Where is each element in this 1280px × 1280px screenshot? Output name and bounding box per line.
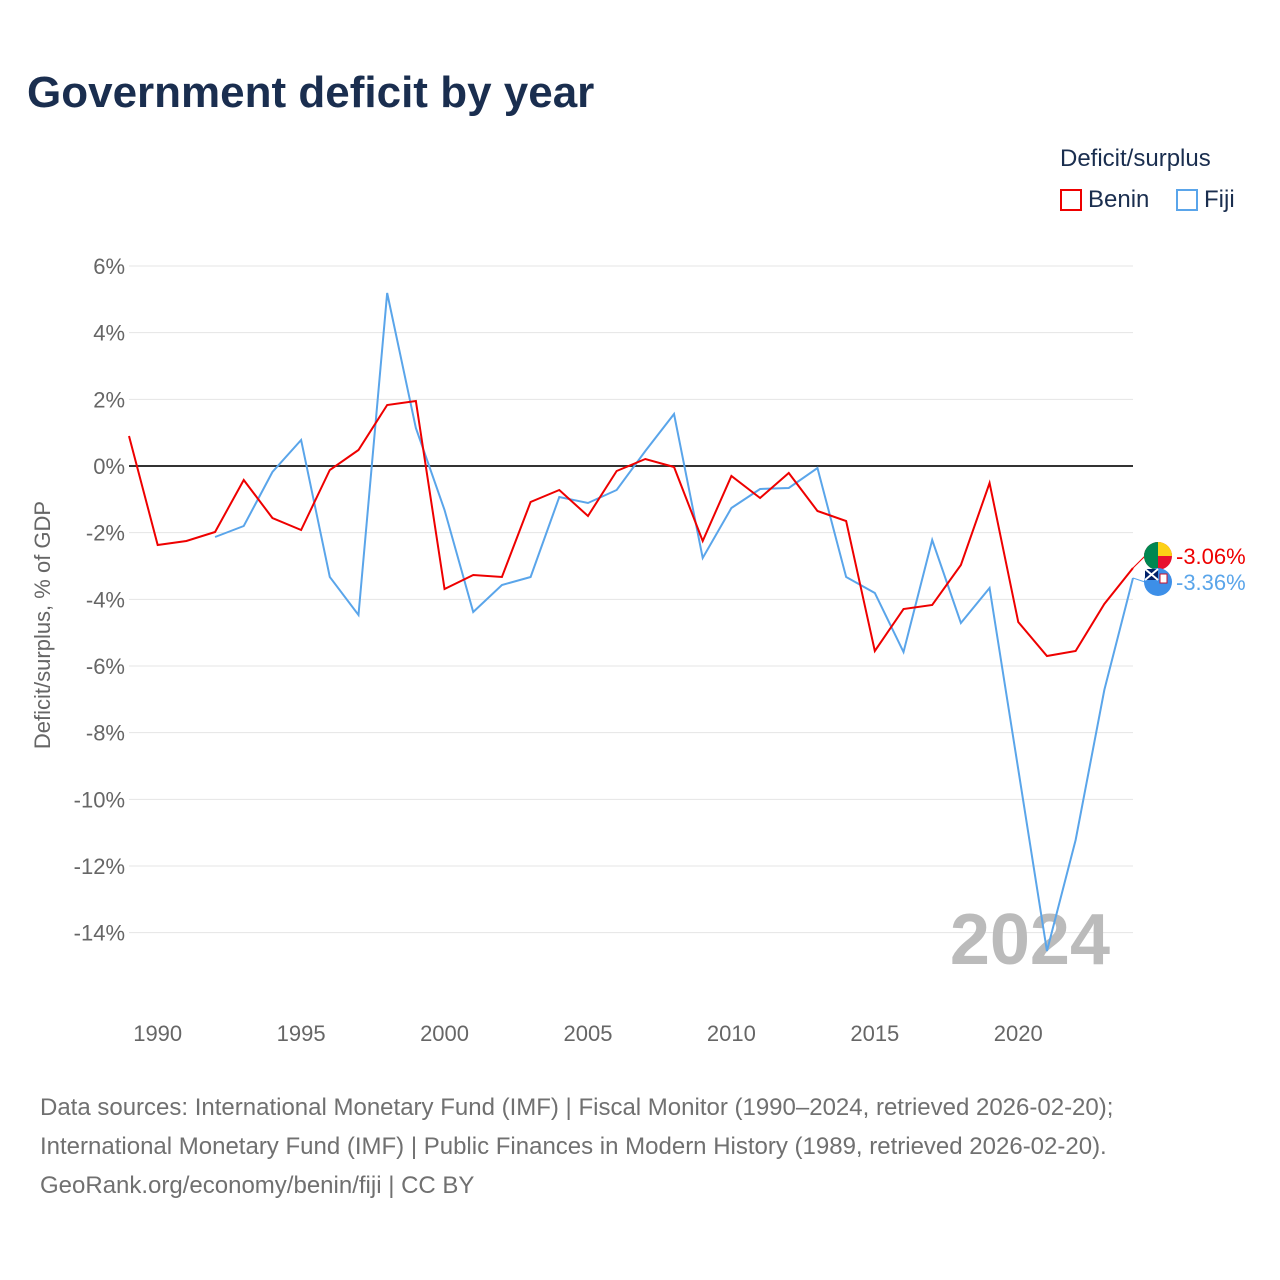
source-line: Data sources: International Monetary Fun…	[40, 1094, 1114, 1121]
x-tick-label: 2000	[420, 1021, 469, 1046]
x-tick-label: 2005	[563, 1021, 612, 1046]
legend-label: Fiji	[1204, 186, 1235, 213]
year-watermark: 2024	[950, 900, 1110, 980]
footer: Data sources: International Monetary Fun…	[40, 1088, 1113, 1205]
y-tick-label: -12%	[74, 854, 125, 879]
attribution: GeoRank.org/economy/benin/fiji | CC BY	[40, 1172, 475, 1199]
x-tick-label: 1990	[133, 1021, 182, 1046]
series-line-fiji	[214, 292, 1134, 952]
end-value-label-benin: -3.06%	[1176, 544, 1246, 569]
chart-title: Government deficit by year	[27, 68, 595, 117]
y-tick-label: -8%	[86, 721, 125, 746]
x-tick-label: 1995	[277, 1021, 326, 1046]
legend-swatch-benin	[1060, 189, 1082, 211]
y-tick-label: 6%	[93, 254, 125, 279]
legend-title: Deficit/surplus	[1060, 145, 1211, 172]
y-tick-label: -6%	[86, 654, 125, 679]
series-line-benin	[128, 399, 1134, 658]
legend-item-fiji[interactable]: Fiji	[1176, 186, 1235, 214]
y-tick-label: 4%	[93, 321, 125, 346]
leader-line	[1132, 577, 1146, 583]
leader-line	[1132, 555, 1146, 569]
benin-flag-icon	[1144, 542, 1158, 570]
y-tick-label: -2%	[86, 521, 125, 546]
y-tick-label: 2%	[93, 387, 125, 412]
fiji-flag-icon	[1159, 573, 1168, 584]
x-tick-label: 2010	[707, 1021, 756, 1046]
x-tick-label: 2020	[994, 1021, 1043, 1046]
y-tick-label: 0%	[93, 454, 125, 479]
legend-item-benin[interactable]: Benin	[1060, 186, 1149, 214]
source-line: International Monetary Fund (IMF) | Publ…	[40, 1133, 1107, 1160]
legend-swatch-fiji	[1176, 189, 1198, 211]
y-tick-label: -10%	[74, 787, 125, 812]
legend-label: Benin	[1088, 186, 1150, 213]
fiji-flag-icon	[1144, 568, 1159, 581]
benin-flag-icon	[1158, 542, 1172, 556]
y-tick-label: -4%	[86, 587, 125, 612]
end-value-label-fiji: -3.36%	[1176, 570, 1246, 595]
y-axis-label: Deficit/surplus, % of GDP	[30, 501, 55, 749]
x-tick-label: 2015	[850, 1021, 899, 1046]
y-tick-label: -14%	[74, 921, 125, 946]
